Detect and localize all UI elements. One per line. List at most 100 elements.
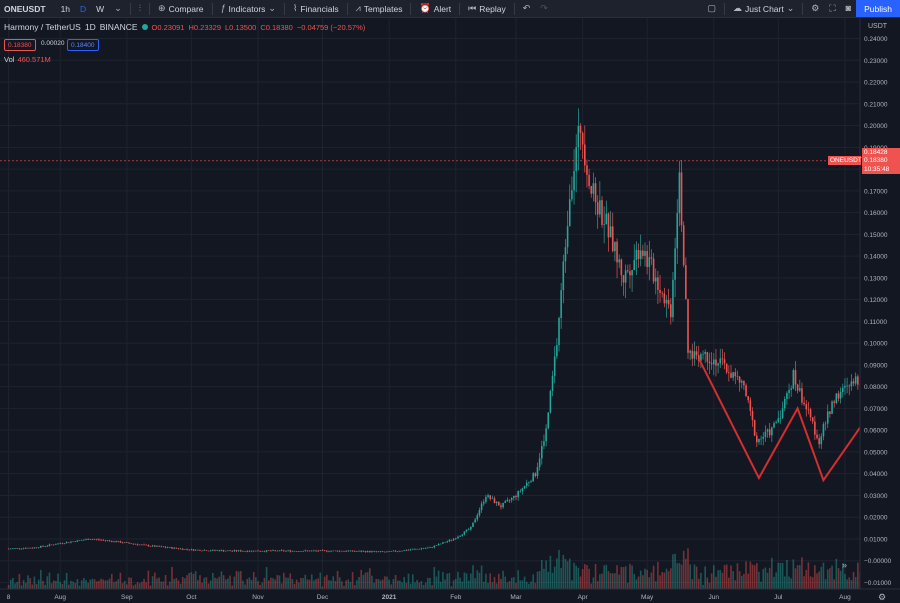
candle-body[interactable] (399, 551, 401, 552)
candle-body[interactable] (89, 539, 92, 541)
candle-body[interactable] (252, 550, 255, 552)
candle-body[interactable] (749, 400, 752, 411)
candle-body[interactable] (369, 551, 371, 553)
candle-body[interactable] (452, 539, 455, 541)
candle-body[interactable] (424, 548, 427, 549)
candle-body[interactable] (588, 174, 590, 186)
candle-body[interactable] (205, 550, 208, 551)
candle-body[interactable] (665, 299, 668, 304)
candle-body[interactable] (265, 550, 268, 552)
candle-body[interactable] (50, 544, 53, 546)
candle-body[interactable] (420, 548, 423, 550)
candle-body[interactable] (349, 550, 352, 552)
candle-body[interactable] (495, 501, 498, 504)
candle-body[interactable] (465, 529, 468, 532)
candle-body[interactable] (762, 436, 765, 439)
candle-body[interactable] (78, 540, 81, 541)
candle-body[interactable] (644, 251, 646, 256)
candle-body[interactable] (113, 541, 115, 542)
candle-body[interactable] (61, 543, 64, 544)
candle-body[interactable] (556, 345, 558, 357)
candle-body[interactable] (566, 226, 569, 248)
candle-body[interactable] (29, 547, 31, 549)
candle-body[interactable] (624, 270, 627, 283)
candle-body[interactable] (609, 226, 612, 238)
candle-body[interactable] (523, 485, 526, 489)
candle-body[interactable] (315, 550, 317, 552)
buy-price-box[interactable]: 0.18400 (67, 39, 99, 51)
candle-body[interactable] (620, 259, 623, 276)
candle-body[interactable] (455, 538, 457, 540)
axis-settings-icon[interactable]: ⚙ (878, 592, 886, 602)
candle-body[interactable] (9, 548, 12, 550)
candle-body[interactable] (790, 388, 792, 390)
candle-body[interactable] (504, 501, 507, 503)
replay-button[interactable]: ⏮ Replay (463, 0, 511, 17)
settings-button[interactable]: ⚙ (806, 0, 824, 17)
candle-body[interactable] (633, 259, 636, 271)
candle-body[interactable] (267, 550, 270, 551)
candle-body[interactable] (158, 545, 160, 547)
candle-body[interactable] (136, 544, 139, 545)
candle-body[interactable] (652, 258, 655, 282)
candle-body[interactable] (149, 546, 152, 547)
candle-body[interactable] (687, 299, 689, 353)
candle-body[interactable] (571, 190, 573, 200)
candle-body[interactable] (414, 548, 416, 550)
candle-body[interactable] (117, 541, 120, 543)
candle-body[interactable] (33, 547, 36, 549)
candle-body[interactable] (691, 350, 694, 359)
candle-body[interactable] (338, 550, 341, 552)
candle-body[interactable] (807, 409, 810, 410)
candle-body[interactable] (650, 257, 653, 259)
candle-body[interactable] (590, 185, 593, 194)
candle-body[interactable] (723, 359, 726, 364)
candle-body[interactable] (599, 200, 601, 215)
scroll-to-realtime-icon[interactable]: » (842, 560, 847, 570)
candle-body[interactable] (581, 132, 584, 145)
candle-body[interactable] (461, 534, 464, 536)
candle-body[interactable] (323, 550, 326, 551)
candle-body[interactable] (648, 257, 651, 267)
candle-body[interactable] (407, 549, 410, 551)
candle-body[interactable] (435, 545, 438, 546)
candle-body[interactable] (175, 547, 178, 549)
candle-body[interactable] (364, 551, 367, 553)
candle-body[interactable] (564, 247, 567, 262)
candle-body[interactable] (489, 495, 491, 499)
candle-body[interactable] (156, 545, 158, 547)
candle-body[interactable] (280, 550, 283, 551)
candle-body[interactable] (308, 550, 311, 552)
candle-body[interactable] (20, 548, 23, 550)
candle-body[interactable] (154, 545, 156, 547)
candle-body[interactable] (392, 550, 395, 552)
candle-body[interactable] (814, 421, 816, 435)
candle-body[interactable] (91, 539, 94, 540)
candle-body[interactable] (786, 393, 788, 399)
candle-body[interactable] (244, 551, 246, 552)
candle-body[interactable] (381, 551, 384, 552)
candle-body[interactable] (680, 172, 683, 226)
candle-body[interactable] (667, 299, 670, 305)
candle-body[interactable] (429, 547, 431, 548)
candle-body[interactable] (194, 549, 197, 551)
candle-body[interactable] (306, 550, 309, 552)
candle-body[interactable] (500, 505, 502, 508)
candle-body[interactable] (384, 551, 386, 553)
chart-type-button[interactable]: ⫶ (134, 0, 146, 17)
candle-body[interactable] (186, 549, 188, 550)
candle-body[interactable] (130, 543, 132, 544)
candle-body[interactable] (528, 482, 530, 483)
candle-body[interactable] (433, 545, 436, 548)
candle-body[interactable] (126, 542, 128, 543)
candle-body[interactable] (199, 549, 201, 551)
double-bottom-drawing[interactable] (697, 348, 900, 483)
candle-body[interactable] (334, 550, 337, 552)
candle-body[interactable] (263, 551, 266, 552)
candle-body[interactable] (521, 488, 524, 492)
candle-body[interactable] (151, 545, 154, 547)
candle-body[interactable] (12, 548, 14, 550)
candle-body[interactable] (697, 355, 700, 361)
candle-body[interactable] (616, 241, 618, 263)
candle-body[interactable] (7, 548, 10, 550)
